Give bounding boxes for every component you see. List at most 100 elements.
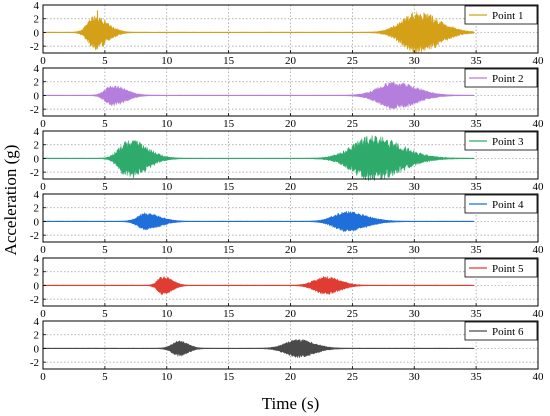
y-tick-label: -2 <box>30 167 39 179</box>
x-tick-label: 25 <box>347 371 359 383</box>
y-tick-label: -2 <box>30 104 39 116</box>
x-tick-label: 10 <box>161 371 173 383</box>
y-axis-title: Acceleration (g) <box>1 145 20 256</box>
x-tick-label: 0 <box>40 181 46 193</box>
x-tick-label: 30 <box>409 181 421 193</box>
x-tick-label: 25 <box>347 308 359 320</box>
x-tick-label: 0 <box>40 55 46 67</box>
x-tick-label: 30 <box>409 308 421 320</box>
x-tick-label: 0 <box>40 244 46 256</box>
x-tick-label: 5 <box>102 244 108 256</box>
x-tick-label: 25 <box>347 181 359 193</box>
x-tick-label: 20 <box>285 308 297 320</box>
x-tick-label: 35 <box>471 55 483 67</box>
x-tick-label: 40 <box>533 308 545 320</box>
y-tick-label: -2 <box>30 294 39 306</box>
x-tick-label: 25 <box>347 244 359 256</box>
legend-label: Point 4 <box>492 199 524 211</box>
x-tick-label: 20 <box>285 244 297 256</box>
y-tick-label: 0 <box>34 343 40 355</box>
x-tick-label: 35 <box>471 244 483 256</box>
x-tick-label: 15 <box>223 244 235 256</box>
legend: Point 2 <box>464 68 538 88</box>
x-tick-label: 40 <box>533 118 545 130</box>
legend-label: Point 1 <box>492 10 523 22</box>
x-tick-label: 15 <box>223 181 235 193</box>
legend-label: Point 2 <box>492 73 523 85</box>
legend-box <box>464 258 538 278</box>
y-tick-label: 2 <box>34 267 40 279</box>
legend-box <box>464 194 538 214</box>
y-tick-label: 4 <box>34 253 40 265</box>
legend-label: Point 6 <box>492 326 524 338</box>
y-tick-label: 0 <box>34 280 40 292</box>
x-tick-label: 15 <box>223 308 235 320</box>
legend: Point 5 <box>464 258 538 278</box>
x-tick-label: 20 <box>285 181 297 193</box>
legend-box <box>464 321 538 341</box>
x-tick-label: 5 <box>102 181 108 193</box>
x-tick-label: 30 <box>409 55 421 67</box>
y-tick-label: 2 <box>34 203 40 215</box>
y-tick-label: 4 <box>34 63 40 75</box>
x-tick-label: 15 <box>223 55 235 67</box>
x-tick-label: 15 <box>223 118 235 130</box>
legend-label: Point 3 <box>492 136 524 148</box>
x-tick-label: 10 <box>161 308 173 320</box>
y-tick-label: 0 <box>34 153 40 165</box>
y-tick-label: 0 <box>34 216 40 228</box>
y-tick-label: 2 <box>34 77 40 89</box>
x-tick-label: 20 <box>285 118 297 130</box>
x-tick-label: 10 <box>161 55 173 67</box>
legend-label: Point 5 <box>492 263 524 275</box>
y-tick-label: -2 <box>30 41 39 53</box>
x-tick-label: 10 <box>161 181 173 193</box>
y-tick-label: 0 <box>34 27 40 39</box>
x-tick-label: 30 <box>409 244 421 256</box>
x-tick-label: 40 <box>533 55 545 67</box>
x-tick-label: 40 <box>533 244 545 256</box>
x-tick-label: 5 <box>102 55 108 67</box>
legend: Point 3 <box>464 131 538 151</box>
legend-box <box>464 5 538 25</box>
y-tick-label: 0 <box>34 90 40 102</box>
x-tick-label: 0 <box>40 371 46 383</box>
x-tick-label: 20 <box>285 371 297 383</box>
x-tick-label: 5 <box>102 308 108 320</box>
x-tick-label: 15 <box>223 371 235 383</box>
x-tick-label: 30 <box>409 118 421 130</box>
x-tick-label: 10 <box>161 244 173 256</box>
x-tick-label: 40 <box>533 181 545 193</box>
x-tick-label: 10 <box>161 118 173 130</box>
x-tick-label: 20 <box>285 55 297 67</box>
x-tick-label: 30 <box>409 371 421 383</box>
legend-box <box>464 68 538 88</box>
x-tick-label: 0 <box>40 308 46 320</box>
legend-box <box>464 131 538 151</box>
y-tick-label: 2 <box>34 330 40 342</box>
x-tick-label: 35 <box>471 118 483 130</box>
x-tick-label: 25 <box>347 118 359 130</box>
y-tick-label: -2 <box>30 357 39 369</box>
legend: Point 1 <box>464 5 538 25</box>
x-tick-label: 0 <box>40 118 46 130</box>
x-tick-label: 25 <box>347 55 359 67</box>
y-tick-label: 2 <box>34 14 40 26</box>
legend: Point 4 <box>464 194 538 214</box>
legend: Point 6 <box>464 321 538 341</box>
y-tick-label: 4 <box>34 126 40 138</box>
x-tick-label: 5 <box>102 118 108 130</box>
y-tick-label: 2 <box>34 140 40 152</box>
y-tick-label: -2 <box>30 230 39 242</box>
y-tick-label: 4 <box>34 316 40 328</box>
x-tick-label: 35 <box>471 181 483 193</box>
y-tick-label: 4 <box>34 0 40 12</box>
